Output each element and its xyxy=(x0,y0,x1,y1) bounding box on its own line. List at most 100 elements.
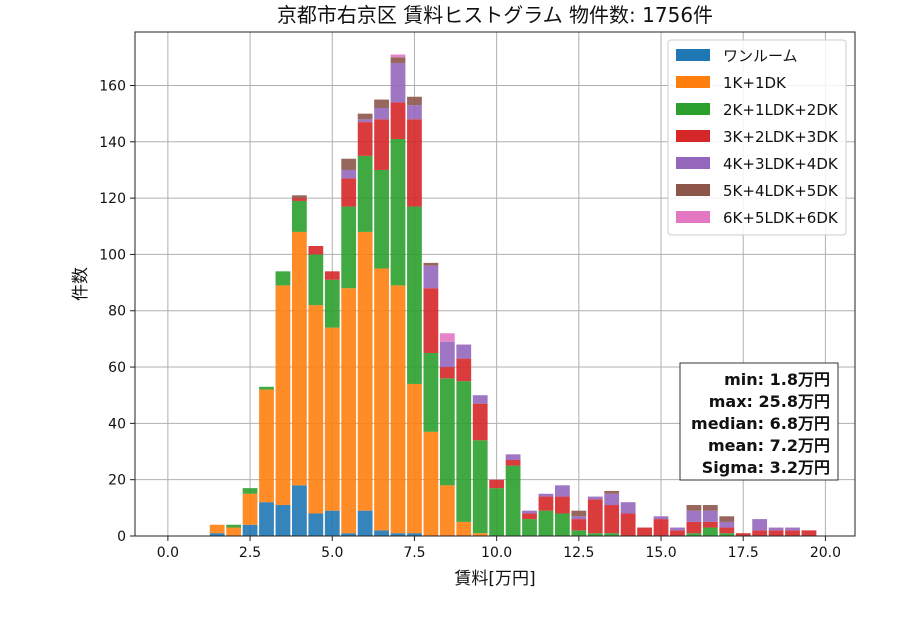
bar-series-2-bin-19 xyxy=(522,519,537,536)
stats-line-3: mean: 7.2万円 xyxy=(708,436,830,455)
bar-series-1-bin-0 xyxy=(209,524,225,534)
y-tick-label-6: 120 xyxy=(99,191,126,207)
legend-label-3: 3K+2LDK+3DK xyxy=(723,128,839,146)
y-tick-label-7: 140 xyxy=(99,135,126,151)
bar-series-3-bin-35 xyxy=(785,530,800,536)
bar-series-4-bin-35 xyxy=(785,527,800,531)
y-tick-label-2: 40 xyxy=(108,416,126,432)
bar-series-3-bin-36 xyxy=(801,530,817,536)
y-tick-label-1: 20 xyxy=(108,473,126,489)
legend-swatch-6 xyxy=(676,211,710,223)
bar-series-5-bin-22 xyxy=(571,510,587,517)
bar-series-0-bin-11 xyxy=(390,533,406,536)
bar-series-5-bin-8 xyxy=(341,158,357,170)
legend-swatch-5 xyxy=(676,184,710,196)
bar-series-5-bin-31 xyxy=(719,516,735,522)
bar-series-4-bin-8 xyxy=(341,169,357,179)
bar-series-3-bin-12 xyxy=(407,119,422,207)
bar-series-2-bin-5 xyxy=(291,200,307,232)
legend-swatch-4 xyxy=(676,157,710,169)
bar-series-3-bin-24 xyxy=(604,505,620,534)
bar-series-5-bin-30 xyxy=(702,505,718,511)
bar-series-5-bin-29 xyxy=(686,505,702,511)
bar-series-2-bin-17 xyxy=(489,488,505,536)
legend-swatch-1 xyxy=(676,76,710,88)
bar-series-3-bin-33 xyxy=(752,530,768,536)
bar-series-0-bin-5 xyxy=(291,485,307,536)
bar-series-2-bin-4 xyxy=(275,271,291,286)
bar-series-4-bin-11 xyxy=(390,62,406,103)
bar-series-0-bin-0 xyxy=(209,533,225,536)
bar-series-4-bin-15 xyxy=(456,344,472,359)
plot-frame xyxy=(134,31,856,537)
bar-series-5-bin-24 xyxy=(604,490,620,494)
stats-box: min: 1.8万円 max: 25.8万円 median: 6.8万円 mean: … xyxy=(679,362,839,481)
bar-series-3-bin-9 xyxy=(357,122,373,156)
bar-series-2-bin-29 xyxy=(686,533,702,536)
bar-series-2-bin-10 xyxy=(374,169,389,269)
stats-line-2: median: 6.8万円 xyxy=(691,414,830,433)
bar-series-2-bin-8 xyxy=(341,206,357,289)
bar-series-4-bin-23 xyxy=(587,496,603,500)
bar-series-3-bin-28 xyxy=(670,530,685,536)
bar-series-3-bin-13 xyxy=(423,288,439,353)
bar-series-2-bin-12 xyxy=(407,206,422,384)
bar-series-4-bin-21 xyxy=(555,485,570,497)
bar-series-1-bin-9 xyxy=(357,231,373,511)
bar-series-4-bin-34 xyxy=(768,527,784,531)
bar-series-3-bin-5 xyxy=(291,198,307,201)
x-tick-label-3: 7.5 xyxy=(403,545,425,561)
bar-series-4-bin-13 xyxy=(423,265,439,289)
bar-series-5-bin-9 xyxy=(357,113,373,120)
bar-series-3-bin-10 xyxy=(374,119,389,170)
bar-series-2-bin-31 xyxy=(719,533,735,536)
bar-series-4-bin-18 xyxy=(505,454,521,460)
bar-series-4-bin-25 xyxy=(620,502,636,514)
y-tick-label-4: 80 xyxy=(108,304,126,320)
bar-series-4-bin-27 xyxy=(653,516,669,520)
bar-series-5-bin-12 xyxy=(407,96,422,106)
bar-series-3-bin-17 xyxy=(489,479,505,489)
bar-series-3-bin-21 xyxy=(555,496,570,514)
y-tick-label-3: 60 xyxy=(108,360,126,376)
bar-series-1-bin-1 xyxy=(226,527,242,536)
bar-series-4-bin-10 xyxy=(374,108,389,120)
bar-series-3-bin-23 xyxy=(587,499,603,534)
bar-series-0-bin-10 xyxy=(374,530,389,536)
bar-series-4-bin-19 xyxy=(522,510,537,514)
bar-series-5-bin-11 xyxy=(390,57,406,63)
y-tick-label-5: 100 xyxy=(99,247,126,263)
bar-series-1-bin-5 xyxy=(291,231,307,486)
bar-series-1-bin-10 xyxy=(374,268,389,531)
bar-series-0-bin-8 xyxy=(341,533,357,536)
bar-series-3-bin-6 xyxy=(308,245,324,255)
bar-series-1-bin-7 xyxy=(324,327,340,511)
bar-series-1-bin-15 xyxy=(456,521,472,536)
legend-label-6: 6K+5LDK+6DK xyxy=(723,209,839,227)
bar-series-3-bin-18 xyxy=(505,459,521,466)
bar-series-5-bin-5 xyxy=(291,195,307,199)
bar-series-2-bin-16 xyxy=(472,440,488,534)
bar-series-0-bin-6 xyxy=(308,513,324,536)
bar-series-3-bin-27 xyxy=(653,519,669,536)
bar-series-2-bin-23 xyxy=(587,533,603,536)
stats-line-4: Sigma: 3.2万円 xyxy=(702,458,830,477)
bar-series-3-bin-25 xyxy=(620,513,636,536)
bar-series-4-bin-31 xyxy=(719,521,735,528)
legend-swatch-3 xyxy=(676,130,710,142)
bar-series-1-bin-4 xyxy=(275,285,291,506)
bar-series-0-bin-4 xyxy=(275,505,291,536)
bar-series-4-bin-33 xyxy=(752,519,768,531)
bars xyxy=(209,54,817,536)
bar-series-2-bin-9 xyxy=(357,155,373,232)
legend-label-2: 2K+1LDK+2DK xyxy=(723,101,839,119)
bar-series-3-bin-32 xyxy=(735,533,751,536)
bar-series-1-bin-3 xyxy=(259,389,274,503)
legend-label-1: 1K+1DK xyxy=(723,74,787,92)
bar-series-2-bin-30 xyxy=(702,527,718,536)
legend: ワンルーム 1K+1DK 2K+1LDK+2DK 3K+2LDK+3DK 4K+3LDK… xyxy=(667,39,847,236)
bar-series-2-bin-24 xyxy=(604,533,620,536)
bar-series-2-bin-6 xyxy=(308,254,324,306)
